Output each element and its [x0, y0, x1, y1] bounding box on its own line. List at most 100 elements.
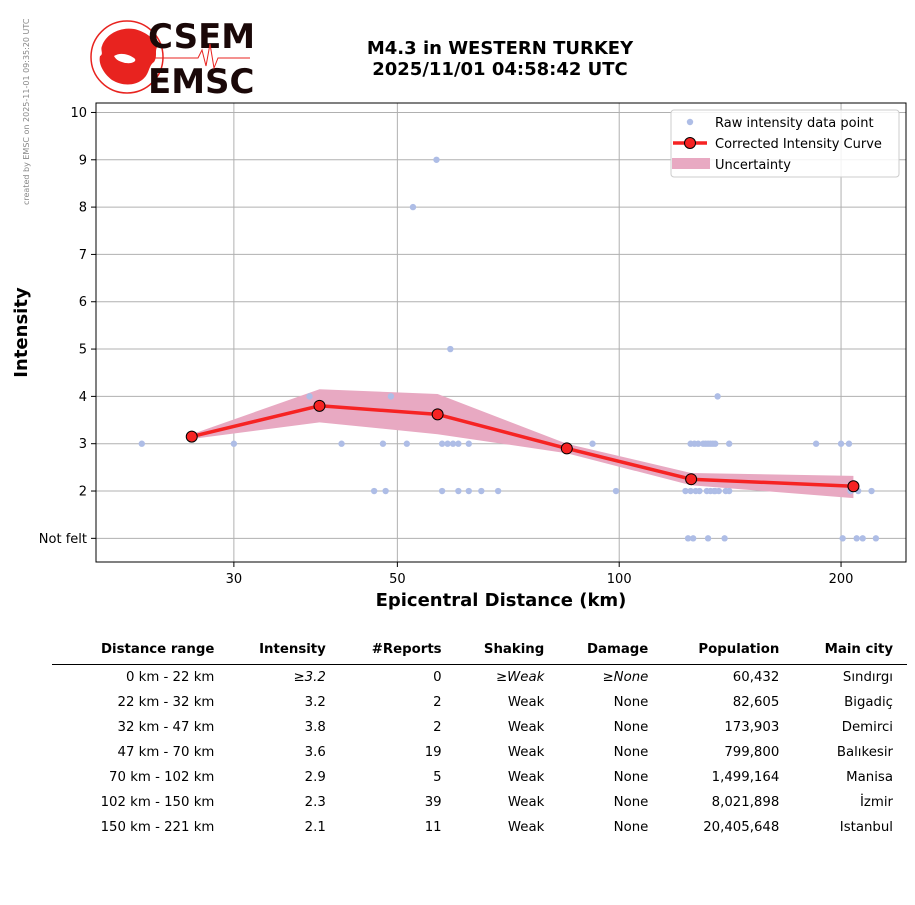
legend-box [670, 109, 900, 178]
cell-distance-range: 102 km - 150 km [100, 795, 215, 810]
logo-line2: EMSC [148, 62, 255, 100]
cell-reports: 2 [433, 695, 442, 710]
raw-data-point [721, 535, 728, 542]
cell-population: 1,499,164 [711, 770, 780, 785]
raw-data-point [689, 535, 697, 542]
corrected-intensity-marker [847, 480, 860, 493]
cell-population: 173,903 [724, 720, 780, 735]
cell-shaking: ≥Weak [495, 670, 545, 685]
raw-data-point [725, 440, 733, 447]
raw-data-point [696, 487, 703, 495]
raw-data-point [725, 487, 733, 495]
cell-reports: 11 [424, 820, 442, 835]
logo-seismogram-line [148, 43, 250, 70]
cell-intensity: 2.3 [304, 795, 326, 810]
cell-shaking: Weak [507, 745, 545, 760]
raw-data-point [449, 440, 457, 447]
intensity-chart: 30 50 100 200 Not felt 2 3 4 5 6 7 8 9 10 Epicentral D… [11, 102, 907, 611]
cell-reports: 39 [424, 795, 442, 810]
corrected-intensity-marker [313, 399, 326, 412]
raw-data-point [370, 487, 378, 495]
x-tick-label: 50 [389, 572, 406, 587]
cell-main-city: Balıkesir [836, 745, 893, 760]
legend-curve-marker [684, 137, 696, 149]
plot-frame [95, 102, 907, 563]
cell-distance-range: 150 km - 221 km [100, 820, 215, 835]
raw-data-point [682, 487, 689, 495]
header-reports: #Reports [339, 640, 456, 665]
raw-data-point [494, 487, 502, 495]
chart-title-line2: 2025/11/01 04:58:42 UTC [372, 59, 628, 80]
cell-population: 60,432 [732, 670, 780, 685]
y-tick-label: 5 [79, 343, 87, 358]
header-intensity: Intensity [228, 640, 340, 665]
raw-data-point [338, 440, 345, 447]
corrected-intensity-marker [560, 442, 573, 455]
raw-data-point [409, 203, 417, 211]
legend-label: Corrected Intensity Curve [715, 137, 882, 152]
cell-damage: None [613, 795, 649, 810]
y-tick-label: 6 [79, 295, 87, 310]
cell-distance-range: 47 km - 70 km [117, 745, 215, 760]
raw-data-point [438, 440, 446, 447]
header-shaking: Shaking [455, 640, 559, 665]
cell-main-city: Manisa [846, 770, 893, 785]
y-tick-label: 7 [79, 248, 87, 263]
raw-data-point [612, 487, 620, 495]
raw-data-point [465, 487, 472, 495]
table-row: 102 km - 150 km 2.3 39 Weak None 8,021,898 İzm… [52, 790, 907, 815]
table-row: 150 km - 221 km 2.1 11 Weak None 20,405,648 Is… [52, 815, 907, 840]
y-tick-label: 2 [79, 485, 87, 500]
raw-data-point [839, 535, 846, 542]
cell-distance-range: 70 km - 102 km [109, 770, 215, 785]
raw-data-point [853, 535, 860, 542]
raw-data-point [712, 440, 719, 447]
cell-reports: 5 [433, 770, 442, 785]
raw-data-point [695, 440, 702, 447]
y-tick-label: Not felt [39, 532, 87, 547]
y-tick-label: 10 [70, 106, 87, 121]
logo-globe-circle [90, 20, 164, 94]
raw-data-point [433, 156, 440, 163]
raw-data-point [403, 440, 411, 447]
y-tick-label: 9 [79, 153, 87, 168]
legend-raw-marker [686, 118, 694, 126]
cell-reports: 19 [424, 745, 442, 760]
table-row: 0 km - 22 km ≥3.2 0 ≥Weak ≥None 60,432 Sındırg… [52, 665, 907, 691]
cell-main-city: Bigadiç [844, 695, 893, 710]
cell-population: 799,800 [724, 745, 780, 760]
raw-data-point [138, 440, 145, 447]
raw-data-point [438, 487, 446, 495]
csem-emsc-logo: CSEM EMSC [90, 17, 255, 100]
raw-data-point [714, 393, 721, 400]
legend-label: Uncertainty [715, 158, 791, 173]
cell-intensity: ≥3.2 [293, 670, 326, 685]
table-row: 22 km - 32 km 3.2 2 Weak None 82,605 Bigadiç [52, 690, 907, 715]
corrected-intensity-line [191, 404, 854, 489]
cell-intensity: 3.6 [304, 745, 326, 760]
cell-shaking: Weak [507, 695, 545, 710]
cell-shaking: Weak [507, 795, 545, 810]
raw-data-point [589, 440, 596, 447]
cell-main-city: Sındırgı [842, 670, 893, 685]
raw-data-point [230, 440, 238, 447]
cell-damage: ≥None [602, 670, 649, 685]
corrected-intensity-marker [685, 473, 698, 486]
legend-label: Raw intensity data point [715, 116, 874, 131]
cell-damage: None [613, 720, 649, 735]
corrected-intensity-marker [185, 430, 198, 443]
table-header-row: Distance range Intensity #Reports Shakin… [52, 640, 907, 665]
cell-intensity: 3.8 [304, 720, 326, 735]
cell-damage: None [613, 820, 649, 835]
x-axis-label: Epicentral Distance (km) [376, 590, 627, 611]
raw-data-point [687, 487, 694, 495]
raw-data-point [715, 487, 722, 495]
y-axis-label: Intensity [11, 287, 32, 378]
cell-population: 8,021,898 [711, 795, 780, 810]
cell-damage: None [613, 770, 649, 785]
raw-data-point [704, 535, 712, 542]
raw-data-point [812, 440, 820, 447]
cell-damage: None [613, 745, 649, 760]
raw-data-point [379, 440, 387, 447]
y-tick-label: 4 [79, 390, 87, 405]
